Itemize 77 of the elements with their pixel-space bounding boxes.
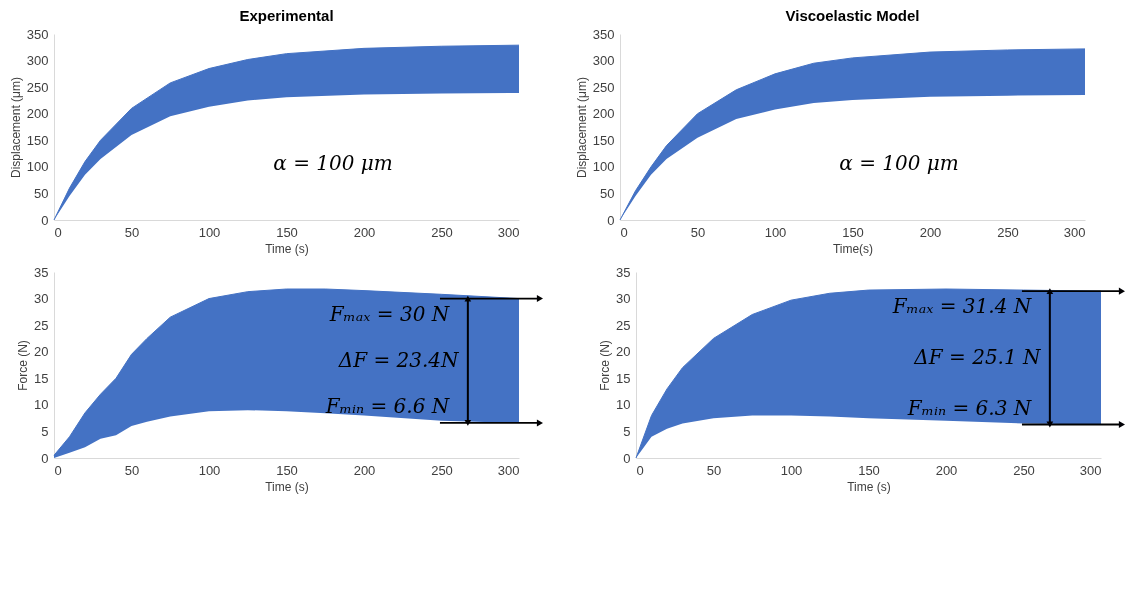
y-tick-label: 10 — [616, 397, 631, 413]
y-tick-label: 15 — [616, 370, 631, 386]
x-tick-label: 300 — [1063, 224, 1086, 240]
x-tick-label: 250 — [431, 462, 453, 478]
x-tick-label: 50 — [124, 224, 140, 240]
y-axis-title: Force (N) — [16, 340, 31, 391]
x-tick-label: 200 — [919, 224, 942, 240]
x-tick-label: 100 — [198, 462, 221, 478]
x-axis-title: Time (s) — [265, 479, 309, 494]
x-tick-label: 100 — [780, 462, 803, 478]
y-tick-label: 30 — [34, 291, 49, 307]
chart-title: Experimental — [239, 7, 334, 24]
ref-line-label: Fₘₐₓ = 30 N — [328, 301, 451, 326]
x-tick-label: 300 — [497, 224, 520, 240]
chart-title: Viscoelastic Model — [785, 7, 920, 24]
x-tick-label: 250 — [997, 224, 1019, 240]
y-axis-title: Displacement (μm) — [574, 77, 589, 178]
x-tick-label: 250 — [1013, 462, 1035, 478]
x-tick-label: 300 — [1079, 462, 1102, 478]
x-tick-label: 0 — [54, 224, 62, 240]
y-tick-label: 350 — [592, 26, 615, 42]
y-tick-label: 35 — [616, 264, 631, 280]
y-axis-title: Force (N) — [598, 340, 613, 391]
y-tick-label: 25 — [616, 317, 631, 333]
ref-line-label: Fₘₐₓ = 31.4 N — [891, 294, 1033, 319]
x-tick-label: 50 — [124, 462, 140, 478]
y-tick-label: 5 — [41, 423, 49, 439]
annotation: ΔF = 25.1 N — [913, 344, 1043, 369]
y-tick-label: 0 — [623, 450, 631, 466]
y-tick-label: 20 — [616, 344, 631, 360]
x-tick-label: 150 — [842, 224, 864, 240]
y-tick-label: 25 — [34, 317, 49, 333]
y-tick-label: 300 — [592, 53, 615, 69]
y-tick-label: 150 — [26, 132, 49, 148]
ref-line-label: Fₘᵢₙ = 6.6 N — [324, 393, 451, 418]
annotation: α = 100 μm — [839, 151, 959, 176]
x-tick-label: 0 — [636, 462, 644, 478]
y-tick-label: 5 — [623, 423, 631, 439]
y-tick-label: 10 — [34, 397, 49, 413]
x-tick-label: 150 — [276, 462, 298, 478]
ref-line-label: Fₘᵢₙ = 6.3 N — [906, 395, 1033, 420]
x-tick-label: 50 — [690, 224, 706, 240]
y-tick-label: 15 — [34, 370, 49, 386]
x-tick-label: 200 — [353, 224, 376, 240]
x-axis-title: Time (s) — [847, 479, 891, 494]
x-tick-label: 100 — [764, 224, 787, 240]
annotation: ΔF = 23.4N — [337, 347, 461, 372]
x-tick-label: 50 — [706, 462, 722, 478]
y-tick-label: 150 — [592, 132, 615, 148]
x-tick-label: 200 — [353, 462, 376, 478]
x-tick-label: 200 — [935, 462, 958, 478]
y-tick-label: 100 — [26, 159, 49, 175]
y-tick-label: 50 — [600, 185, 615, 201]
y-tick-label: 100 — [592, 159, 615, 175]
y-tick-label: 20 — [34, 344, 49, 360]
y-axis-title: Displacement (μm) — [8, 77, 23, 178]
x-axis-title: Time (s) — [265, 241, 309, 256]
y-tick-label: 350 — [26, 26, 49, 42]
y-tick-label: 0 — [41, 450, 49, 466]
y-tick-label: 250 — [26, 79, 49, 95]
x-axis-title: Time(s) — [832, 241, 874, 256]
y-tick-label: 0 — [41, 212, 49, 228]
y-tick-label: 30 — [616, 291, 631, 307]
y-tick-label: 250 — [592, 79, 615, 95]
x-tick-label: 150 — [276, 224, 298, 240]
x-tick-label: 100 — [198, 224, 221, 240]
x-tick-label: 0 — [54, 462, 62, 478]
y-tick-label: 200 — [592, 106, 615, 122]
y-tick-label: 35 — [34, 264, 49, 280]
x-tick-label: 300 — [497, 462, 520, 478]
annotation: α = 100 μm — [273, 151, 393, 176]
y-tick-label: 0 — [607, 212, 615, 228]
y-tick-label: 300 — [26, 53, 49, 69]
y-tick-label: 50 — [34, 185, 49, 201]
x-tick-label: 250 — [431, 224, 453, 240]
y-tick-label: 200 — [26, 106, 49, 122]
x-tick-label: 150 — [858, 462, 880, 478]
